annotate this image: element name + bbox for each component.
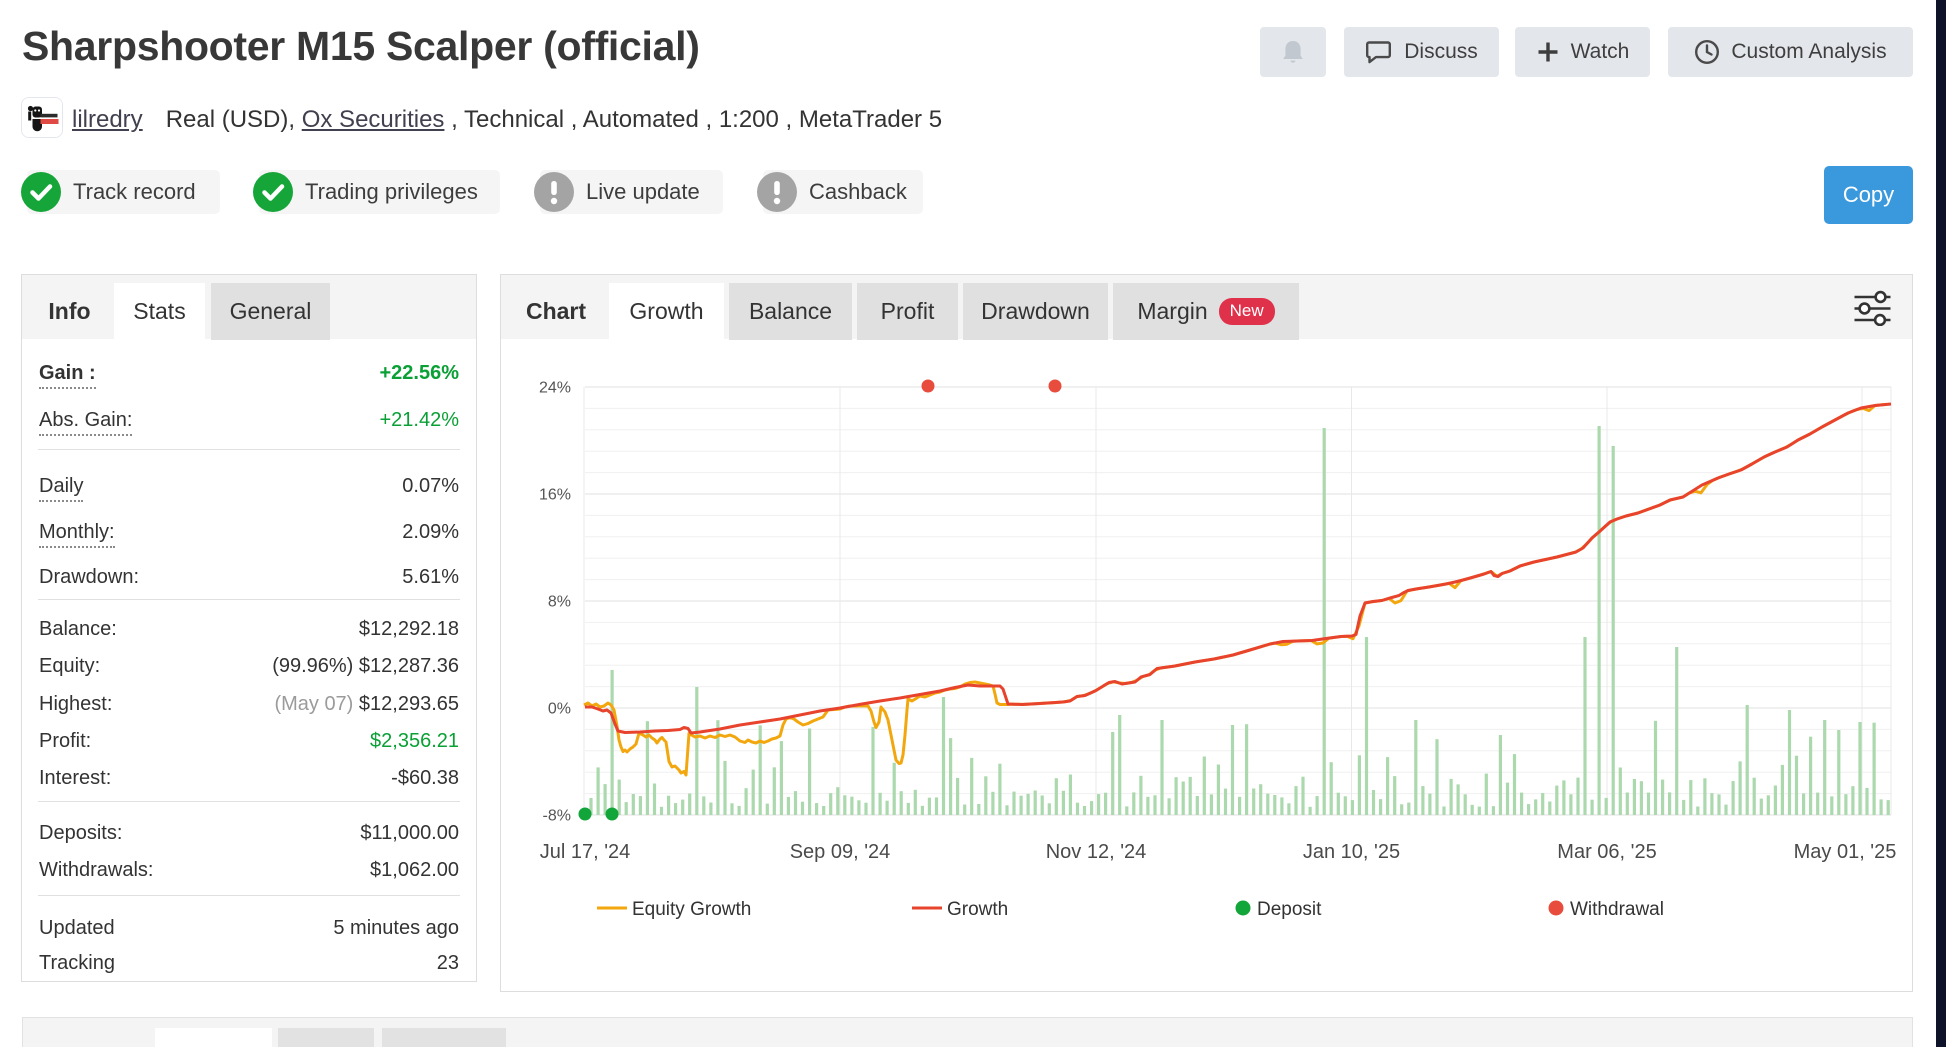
svg-text:0%: 0% [548, 701, 571, 718]
svg-text:Nov 12, '24: Nov 12, '24 [1046, 841, 1147, 863]
svg-text:24%: 24% [539, 380, 571, 397]
svg-text:Jan 10, '25: Jan 10, '25 [1303, 841, 1400, 863]
svg-text:Deposit: Deposit [1257, 899, 1322, 920]
svg-text:Equity Growth: Equity Growth [632, 899, 751, 920]
svg-text:May 01, '25: May 01, '25 [1794, 841, 1897, 863]
svg-text:16%: 16% [539, 487, 571, 504]
svg-text:Sep 09, '24: Sep 09, '24 [790, 841, 891, 863]
svg-text:Withdrawal: Withdrawal [1570, 899, 1664, 920]
svg-text:8%: 8% [548, 594, 571, 611]
svg-text:-8%: -8% [543, 808, 571, 825]
svg-text:Jul 17, '24: Jul 17, '24 [540, 841, 631, 863]
svg-text:Mar 06, '25: Mar 06, '25 [1557, 841, 1656, 863]
svg-text:Growth: Growth [947, 899, 1008, 920]
